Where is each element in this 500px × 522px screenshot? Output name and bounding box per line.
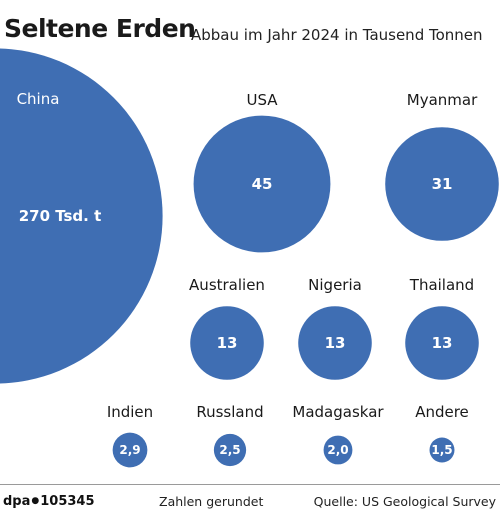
value-label-usa: 45 bbox=[252, 175, 273, 193]
bubble-usa bbox=[193, 115, 331, 253]
value-label-china: 270 Tsd. t bbox=[19, 207, 102, 225]
category-label-thailand: Thailand bbox=[409, 276, 474, 294]
value-label-australien: 13 bbox=[217, 334, 238, 352]
category-label-indien: Indien bbox=[107, 403, 153, 421]
value-label-andere: 1,5 bbox=[431, 443, 452, 457]
value-label-thailand: 13 bbox=[432, 334, 453, 352]
agency-credit: dpa●105345 bbox=[3, 494, 95, 509]
value-label-myanmar: 31 bbox=[432, 175, 453, 193]
bubble-andere bbox=[429, 437, 455, 463]
category-label-nigeria: Nigeria bbox=[308, 276, 362, 294]
bubble-indien bbox=[112, 432, 148, 468]
category-label-china: China bbox=[17, 90, 60, 108]
value-label-indien: 2,9 bbox=[119, 443, 140, 457]
source-credit: Quelle: US Geological Survey bbox=[313, 494, 496, 509]
bubble-china bbox=[0, 48, 163, 384]
chart-title: Seltene Erden bbox=[4, 14, 196, 43]
bubble-thailand bbox=[405, 306, 479, 380]
category-label-australien: Australien bbox=[189, 276, 265, 294]
value-label-madagaskar: 2,0 bbox=[327, 443, 348, 457]
bubble-nigeria bbox=[298, 306, 372, 380]
category-label-usa: USA bbox=[246, 91, 278, 109]
rounding-note: Zahlen gerundet bbox=[159, 494, 264, 509]
category-label-andere: Andere bbox=[415, 403, 469, 421]
bubble-australien bbox=[190, 306, 264, 380]
bubble-myanmar bbox=[385, 127, 499, 241]
footer-divider bbox=[0, 484, 500, 485]
agency-name: dpa bbox=[3, 494, 31, 509]
graphic-id: 105345 bbox=[40, 494, 95, 509]
agency-dot: ● bbox=[31, 496, 40, 506]
value-label-nigeria: 13 bbox=[325, 334, 346, 352]
value-label-russland: 2,5 bbox=[219, 443, 240, 457]
bubble-madagaskar bbox=[323, 435, 353, 465]
chart-subtitle: Abbau im Jahr 2024 in Tausend Tonnen bbox=[191, 26, 483, 44]
category-label-russland: Russland bbox=[196, 403, 263, 421]
category-label-myanmar: Myanmar bbox=[407, 91, 478, 109]
category-label-madagaskar: Madagaskar bbox=[292, 403, 384, 421]
bubble-chart: China 270 Tsd. t USA 45 Myanmar 31 Australien 1… bbox=[0, 48, 499, 468]
bubble-russland bbox=[213, 433, 247, 467]
